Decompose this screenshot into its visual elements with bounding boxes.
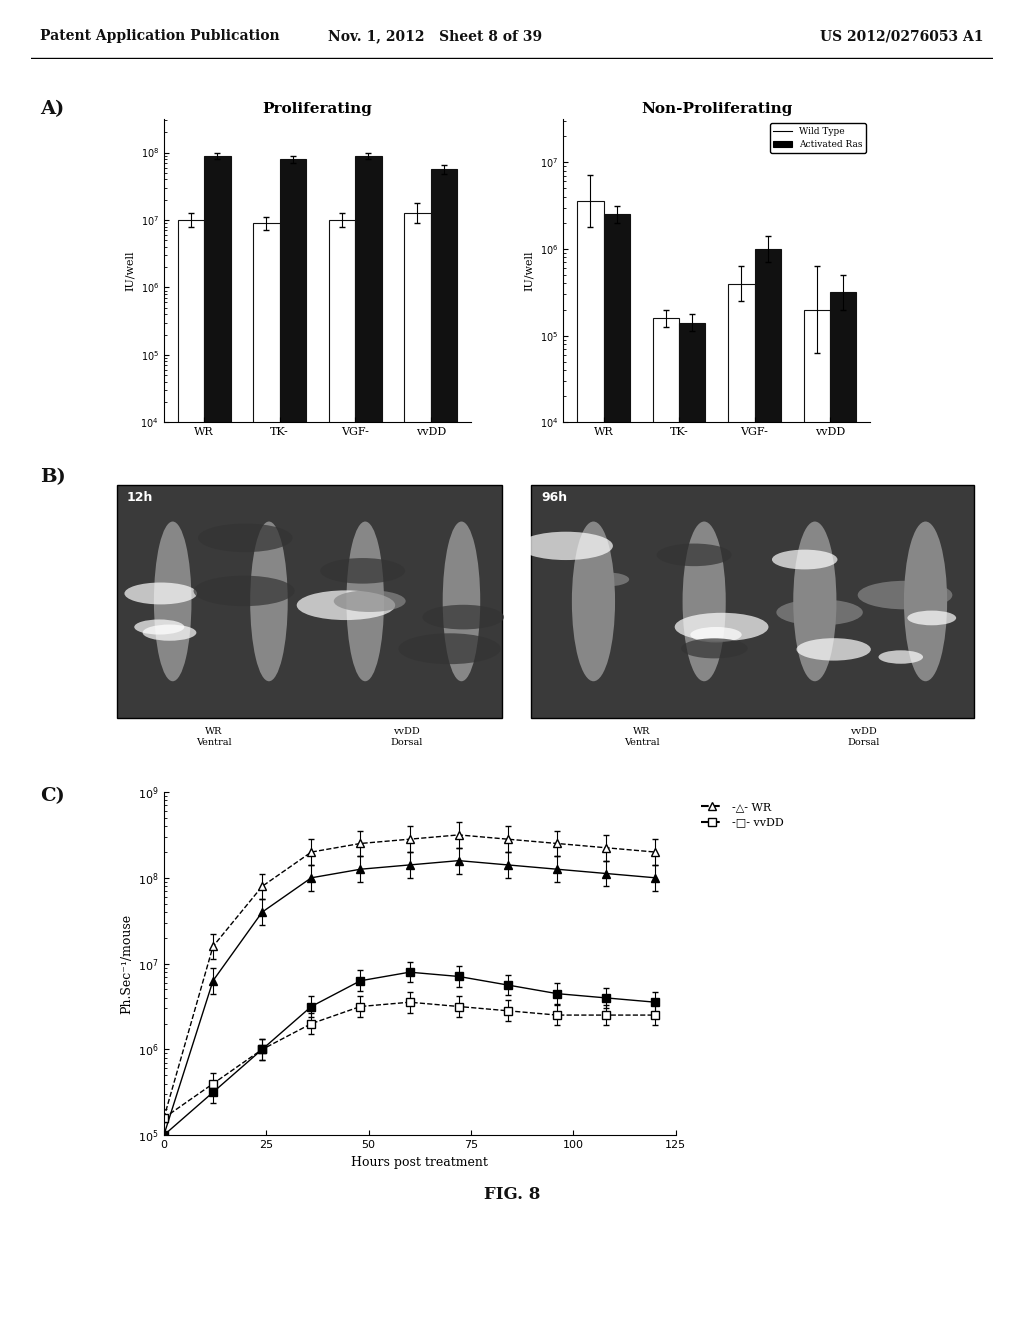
Circle shape: [334, 590, 406, 612]
Circle shape: [134, 619, 184, 635]
Bar: [679, 322, 706, 1320]
Text: Patent Application Publication: Patent Application Publication: [40, 29, 280, 44]
Circle shape: [879, 651, 923, 664]
Bar: [728, 284, 755, 1320]
Circle shape: [582, 573, 629, 586]
Y-axis label: Ph.Sec⁻¹/mouse: Ph.Sec⁻¹/mouse: [120, 913, 133, 1014]
Circle shape: [125, 582, 197, 605]
Text: 96h: 96h: [541, 491, 567, 504]
Circle shape: [297, 590, 395, 620]
Ellipse shape: [346, 521, 384, 681]
Circle shape: [194, 576, 295, 606]
Circle shape: [675, 612, 768, 642]
Circle shape: [690, 627, 741, 643]
Circle shape: [772, 549, 838, 569]
Bar: [280, 160, 306, 1320]
Text: 12h: 12h: [127, 491, 154, 504]
Circle shape: [907, 611, 956, 626]
Text: vvDD
Dorsal: vvDD Dorsal: [390, 727, 422, 747]
Ellipse shape: [154, 521, 191, 681]
Circle shape: [681, 639, 748, 659]
Bar: [652, 318, 679, 1320]
Circle shape: [142, 624, 197, 640]
Bar: [830, 292, 856, 1320]
Bar: [204, 156, 230, 1320]
Ellipse shape: [250, 521, 288, 681]
Circle shape: [776, 599, 863, 626]
Text: US 2012/0276053 A1: US 2012/0276053 A1: [820, 29, 984, 44]
Circle shape: [858, 581, 952, 610]
X-axis label: Hours post treatment: Hours post treatment: [351, 1155, 488, 1168]
Text: C): C): [40, 787, 66, 805]
Text: WR
Ventral: WR Ventral: [625, 727, 659, 747]
Ellipse shape: [683, 521, 726, 681]
Circle shape: [519, 532, 613, 560]
Bar: [431, 169, 457, 1320]
Circle shape: [423, 605, 504, 630]
Bar: [118, 486, 503, 718]
Text: B): B): [40, 467, 67, 486]
Bar: [755, 249, 781, 1320]
Text: vvDD
Dorsal: vvDD Dorsal: [847, 727, 880, 747]
Bar: [603, 214, 630, 1320]
Y-axis label: IU/well: IU/well: [524, 251, 535, 290]
Circle shape: [198, 524, 293, 552]
Y-axis label: IU/well: IU/well: [125, 251, 135, 290]
Ellipse shape: [904, 521, 947, 681]
Text: WR
Ventral: WR Ventral: [196, 727, 231, 747]
Title: Non-Proliferating: Non-Proliferating: [641, 102, 793, 116]
Legend: -△- WR, -□- vvDD: -△- WR, -□- vvDD: [696, 797, 788, 832]
Circle shape: [797, 638, 870, 660]
Circle shape: [321, 558, 406, 583]
Bar: [804, 310, 830, 1320]
Bar: [404, 214, 431, 1320]
Bar: [178, 220, 204, 1320]
Bar: [253, 223, 280, 1320]
Circle shape: [398, 634, 501, 664]
Circle shape: [656, 544, 731, 566]
Bar: [355, 156, 382, 1320]
Text: FIG. 8: FIG. 8: [483, 1187, 541, 1203]
Text: Nov. 1, 2012   Sheet 8 of 39: Nov. 1, 2012 Sheet 8 of 39: [328, 29, 542, 44]
Bar: [329, 220, 355, 1320]
Title: Proliferating: Proliferating: [262, 102, 373, 116]
Ellipse shape: [442, 521, 480, 681]
Ellipse shape: [571, 521, 615, 681]
Text: A): A): [40, 100, 65, 117]
Legend: Wild Type, Activated Ras: Wild Type, Activated Ras: [770, 123, 866, 153]
Ellipse shape: [794, 521, 837, 681]
Bar: [531, 486, 974, 718]
Bar: [578, 201, 603, 1320]
